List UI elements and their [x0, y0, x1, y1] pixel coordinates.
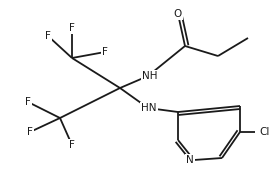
Text: F: F	[27, 127, 33, 137]
Text: N: N	[186, 155, 194, 165]
Text: F: F	[25, 97, 31, 107]
Text: Cl: Cl	[260, 127, 270, 137]
Text: NH: NH	[142, 71, 158, 81]
Text: HN: HN	[141, 103, 157, 113]
Text: O: O	[174, 9, 182, 19]
Text: F: F	[69, 23, 75, 33]
Text: F: F	[45, 31, 51, 41]
Text: F: F	[102, 47, 108, 57]
Text: F: F	[69, 140, 75, 150]
